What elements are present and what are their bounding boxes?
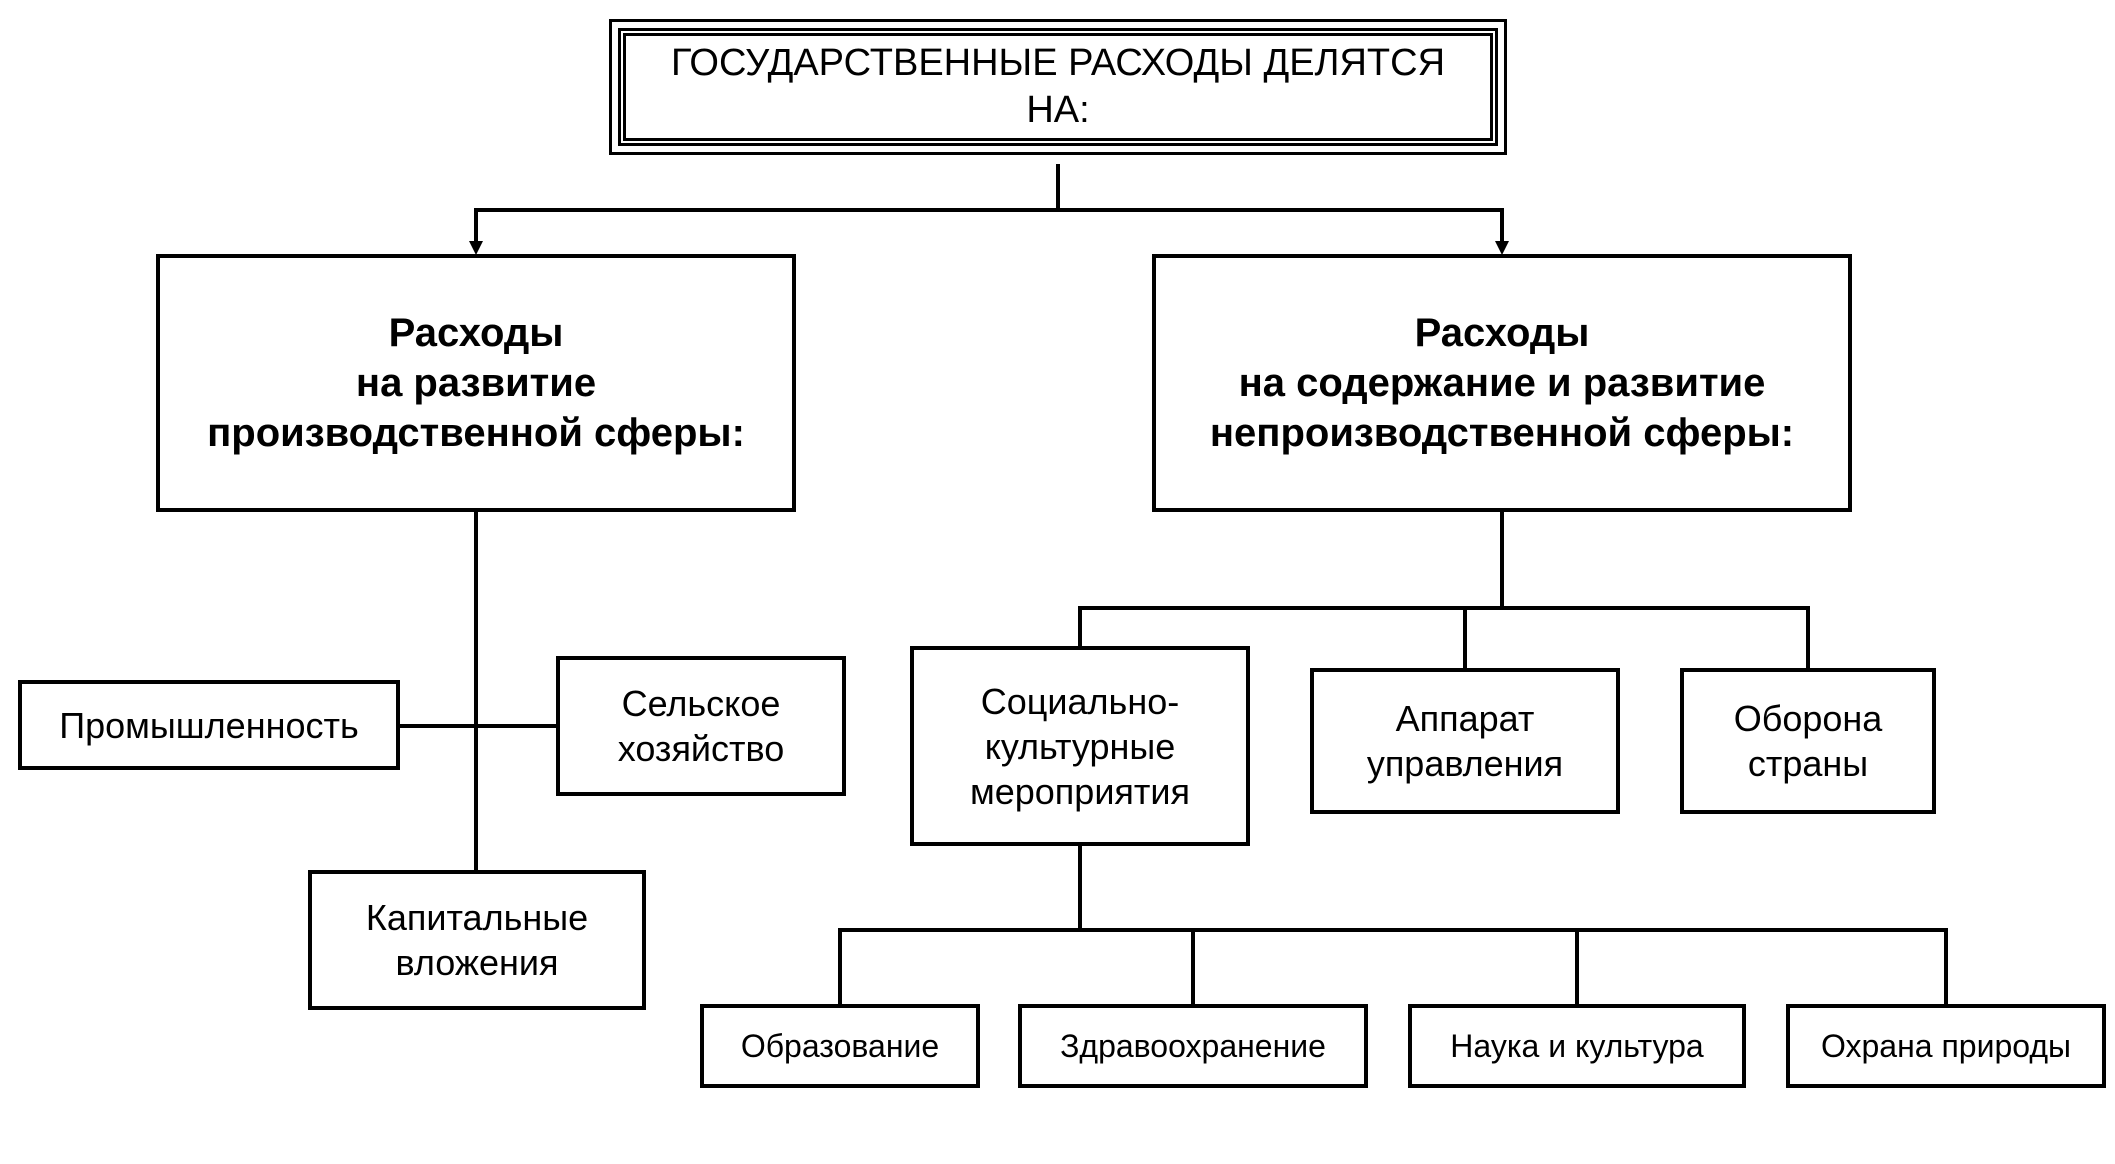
diagram-canvas: ГОСУДАРСТВЕННЫЕ РАСХОДЫ ДЕЛЯТСЯ НА: Расх…	[0, 0, 2115, 1164]
science-culture-node: Наука и культура	[1408, 1004, 1746, 1088]
social-cultural-node: Социально- культурные мероприятия	[910, 646, 1250, 846]
nonproduction-branch-node: Расходы на содержание и развитие непроиз…	[1152, 254, 1852, 512]
root-node: ГОСУДАРСТВЕННЫЕ РАСХОДЫ ДЕЛЯТСЯ НА:	[618, 28, 1498, 146]
healthcare-node: Здравоохранение	[1018, 1004, 1368, 1088]
management-apparatus-node: Аппарат управления	[1310, 668, 1620, 814]
education-node: Образование	[700, 1004, 980, 1088]
capital-investments-node: Капитальные вложения	[308, 870, 646, 1010]
defense-node: Оборона страны	[1680, 668, 1936, 814]
production-branch-node: Расходы на развитие производственной сфе…	[156, 254, 796, 512]
industry-node: Промышленность	[18, 680, 400, 770]
agriculture-node: Сельское хозяйство	[556, 656, 846, 796]
nature-protection-node: Охрана природы	[1786, 1004, 2106, 1088]
